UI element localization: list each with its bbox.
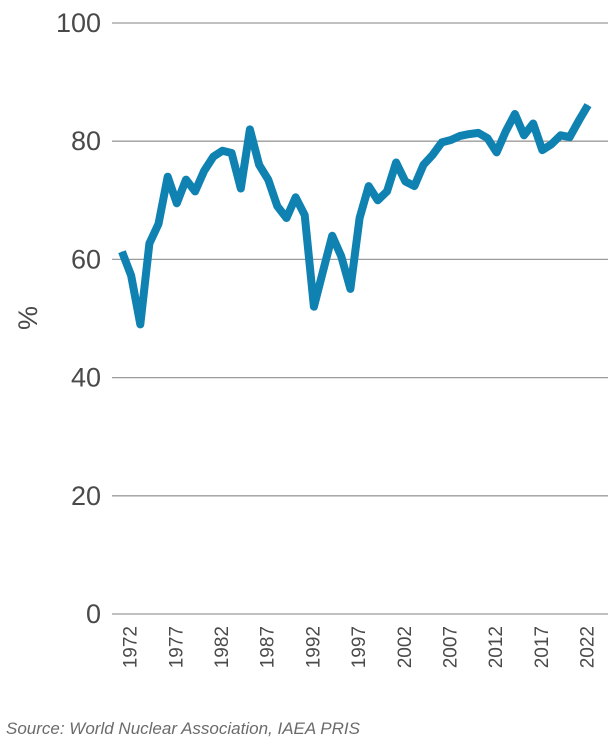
data-point <box>121 251 123 253</box>
data-point <box>295 196 297 198</box>
data-point <box>349 288 351 290</box>
data-point <box>459 135 461 137</box>
data-point <box>222 150 223 152</box>
data-point <box>587 104 589 106</box>
data-point <box>441 141 443 143</box>
data-point <box>578 120 580 121</box>
source-note: Source: World Nuclear Association, IAEA … <box>6 719 360 738</box>
data-point <box>194 190 196 192</box>
data-point <box>359 217 361 219</box>
data-point <box>468 133 470 135</box>
data-point <box>395 162 397 163</box>
y-tick-label: 80 <box>71 126 101 156</box>
x-tick-label: 2012 <box>486 626 507 668</box>
data-point <box>551 143 552 145</box>
data-point <box>322 270 324 272</box>
data-point <box>249 128 251 130</box>
x-tick-label: 1977 <box>166 626 187 668</box>
data-point <box>176 202 178 204</box>
gridlines <box>112 22 608 615</box>
x-tick-label: 2022 <box>578 626 599 668</box>
data-point <box>450 139 452 141</box>
data-point <box>276 205 278 207</box>
x-axis-ticks: 1972 1977 1982 1987 1992 1997 2002 2007 2012 2017… <box>121 626 599 668</box>
data-point <box>286 217 287 219</box>
x-tick-label: 1992 <box>303 626 324 668</box>
y-tick-label: 20 <box>71 481 101 511</box>
x-tick-label: 1982 <box>212 626 233 668</box>
y-tick-label: 0 <box>86 599 101 629</box>
data-points <box>121 104 589 325</box>
y-axis-label: % <box>13 306 43 330</box>
data-point <box>386 190 388 192</box>
data-point <box>267 179 269 181</box>
data-point <box>139 323 141 325</box>
data-point <box>532 123 534 124</box>
data-point <box>231 152 233 154</box>
x-tick-label: 1972 <box>121 626 142 668</box>
y-tick-label: 100 <box>56 8 101 38</box>
x-tick-label: 1997 <box>349 626 370 668</box>
y-tick-label: 60 <box>71 244 101 274</box>
x-tick-label: 2007 <box>440 626 461 668</box>
data-point <box>313 306 315 308</box>
data-point <box>477 132 479 134</box>
data-point <box>560 134 562 136</box>
data-point <box>158 223 159 225</box>
data-point <box>185 179 187 181</box>
data-point <box>505 130 507 132</box>
data-point <box>496 151 498 153</box>
data-point <box>258 164 260 166</box>
data-point <box>331 235 333 237</box>
data-point <box>148 242 150 244</box>
data-point <box>413 185 415 187</box>
data-point <box>404 180 406 182</box>
data-point <box>569 136 571 138</box>
x-tick-label: 2017 <box>532 626 553 668</box>
data-point <box>432 154 434 156</box>
line-chart: 0 20 40 60 80 100 % 1972 1977 1982 1987 1992 1997 2… <box>13 8 608 668</box>
data-point <box>487 137 488 139</box>
x-tick-label: 2002 <box>395 626 416 668</box>
data-point <box>203 170 205 172</box>
data-point <box>130 274 132 276</box>
series-line <box>118 103 592 329</box>
y-axis-ticks: 0 20 40 60 80 100 <box>56 8 101 629</box>
data-point <box>212 156 214 158</box>
data-point <box>368 185 370 187</box>
data-point <box>423 164 424 166</box>
data-point <box>240 188 242 189</box>
data-point <box>377 199 379 201</box>
data-point <box>304 214 306 216</box>
data-point <box>514 113 516 115</box>
x-tick-label: 1987 <box>258 626 279 668</box>
data-point <box>541 149 543 151</box>
data-point <box>340 255 342 257</box>
data-point <box>167 176 169 178</box>
y-tick-label: 40 <box>71 363 101 393</box>
data-point <box>523 134 525 136</box>
